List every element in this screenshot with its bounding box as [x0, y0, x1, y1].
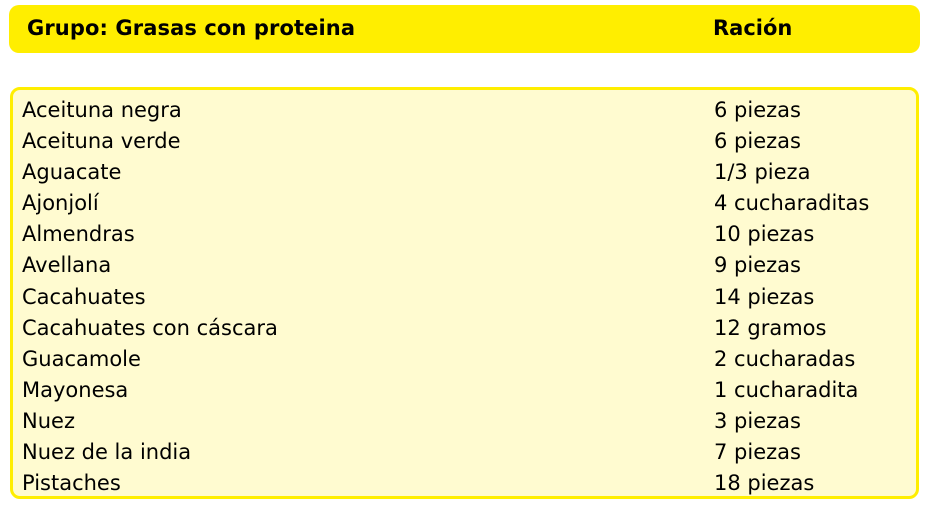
table-row: Ajonjolí 4 cucharaditas — [13, 188, 916, 219]
food-cell: Aceituna verde — [22, 129, 181, 154]
food-cell: Guacamole — [22, 346, 141, 371]
table-row: Avellana 9 piezas — [13, 250, 916, 281]
table-rows: Aceituna negra 6 piezas Aceituna verde 6… — [13, 95, 916, 499]
ration-cell: 10 piezas — [714, 222, 815, 247]
food-cell: Avellana — [22, 253, 112, 278]
food-cell: Mayonesa — [22, 377, 129, 402]
ration-cell: 6 piezas — [714, 129, 801, 154]
food-cell: Aguacate — [22, 160, 122, 185]
table-row: Mayonesa 1 cucharadita — [13, 375, 916, 406]
group-title: Grupo: Grasas con proteina — [27, 16, 356, 40]
ration-cell: 12 gramos — [714, 315, 827, 340]
ration-cell: 1 cucharadita — [714, 377, 859, 402]
table-header: Grupo: Grasas con proteina Ración — [9, 5, 920, 53]
ration-cell: 18 piezas — [714, 471, 815, 496]
table-row: Nuez 3 piezas — [13, 406, 916, 437]
table-row: Nuez de la india 7 piezas — [13, 437, 916, 468]
table-row: Almendras 10 piezas — [13, 219, 916, 250]
table-row: Aceituna negra 6 piezas — [13, 95, 916, 126]
food-cell: Pistaches — [22, 471, 121, 496]
ration-cell: 9 piezas — [714, 253, 801, 278]
food-cell: Aceituna negra — [22, 98, 182, 122]
ration-cell: 2 cucharadas — [714, 346, 856, 371]
food-ration-table: Aceituna negra 6 piezas Aceituna verde 6… — [10, 87, 919, 499]
food-cell: Nuez de la india — [22, 440, 192, 465]
food-cell: Ajonjolí — [22, 191, 99, 216]
table-row: Aguacate 1/3 pieza — [13, 157, 916, 188]
food-cell: Cacahuates con cáscara — [22, 315, 278, 340]
ration-cell: 4 cucharaditas — [714, 191, 870, 216]
ration-cell: 14 piezas — [714, 284, 815, 309]
food-cell: Nuez — [22, 408, 75, 433]
food-cell: Almendras — [22, 222, 135, 247]
food-cell: Cacahuates — [22, 284, 146, 309]
table-row: Aceituna verde 6 piezas — [13, 126, 916, 157]
ration-cell: 3 piezas — [714, 408, 801, 433]
table-row: Guacamole 2 cucharadas — [13, 344, 916, 375]
ration-cell: 7 piezas — [714, 440, 801, 465]
ration-column-header: Ración — [713, 16, 793, 40]
table-row: Cacahuates 14 piezas — [13, 282, 916, 313]
table-row: Cacahuates con cáscara 12 gramos — [13, 313, 916, 344]
table-row: Pistaches 18 piezas — [13, 468, 916, 499]
ration-cell: 6 piezas — [714, 98, 801, 122]
ration-cell: 1/3 pieza — [714, 160, 811, 185]
